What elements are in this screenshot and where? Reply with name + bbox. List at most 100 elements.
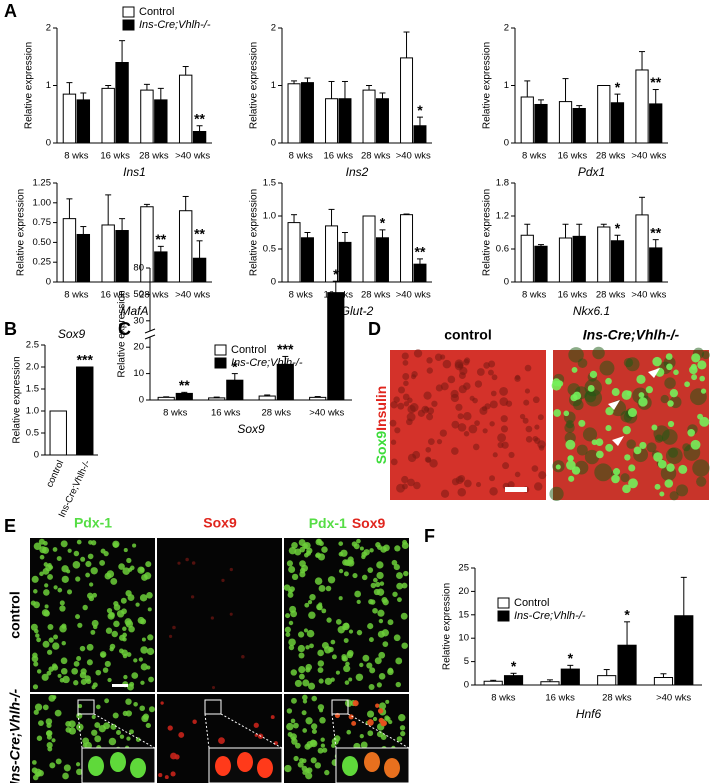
column-header: control <box>444 327 491 343</box>
arrowhead <box>612 436 624 446</box>
stain: Sox9 <box>373 431 389 465</box>
cell <box>377 630 385 638</box>
significance-mark: * <box>417 102 423 118</box>
cell <box>61 575 69 583</box>
x-tick-label: >40 wks <box>656 693 691 704</box>
cell <box>381 596 388 604</box>
cell <box>178 732 185 738</box>
cell <box>139 594 148 602</box>
inset-cell <box>364 752 380 772</box>
cell <box>636 374 646 384</box>
cell <box>146 647 155 656</box>
cell <box>667 420 675 428</box>
cell <box>573 399 584 411</box>
cell <box>46 730 53 737</box>
cell <box>109 643 116 650</box>
x-tick-label: 8 wks <box>522 151 547 162</box>
cell <box>100 652 106 658</box>
cell <box>501 441 509 449</box>
cell <box>403 570 409 577</box>
inset-cell <box>215 756 231 776</box>
cell <box>304 602 310 608</box>
cell <box>125 590 132 597</box>
cell <box>71 667 78 675</box>
cell <box>305 772 313 780</box>
cell <box>356 599 361 605</box>
cell <box>294 742 301 749</box>
cell <box>317 667 324 673</box>
cell <box>125 698 132 705</box>
cell <box>325 585 332 592</box>
cell <box>388 719 393 725</box>
cell <box>87 553 94 560</box>
bar <box>558 237 573 283</box>
x-axis-label: Nkx6.1 <box>573 304 610 318</box>
cell <box>395 657 403 665</box>
bar <box>572 235 586 283</box>
cell <box>92 592 98 598</box>
cell <box>86 659 93 666</box>
cell <box>324 677 332 685</box>
cell <box>426 357 433 364</box>
bar <box>413 263 427 283</box>
cell <box>337 626 345 634</box>
cell <box>400 612 408 620</box>
significance-mark: ** <box>650 224 661 240</box>
cell <box>401 475 409 484</box>
significance-mark: * <box>624 607 630 623</box>
cell <box>646 442 657 453</box>
cell <box>684 381 690 388</box>
cell <box>376 682 382 688</box>
legend-swatch <box>214 357 227 369</box>
cell <box>476 368 485 376</box>
cell <box>61 623 67 629</box>
cell <box>89 582 94 587</box>
cell <box>318 585 326 592</box>
cell <box>555 464 561 470</box>
cell <box>366 710 375 718</box>
cell <box>398 386 406 394</box>
cell <box>35 633 40 638</box>
x-tick-label: >40 wks <box>396 290 431 301</box>
cell <box>657 459 667 469</box>
cell <box>344 680 350 685</box>
cell <box>537 414 544 421</box>
cell <box>413 481 421 490</box>
cell <box>110 577 118 585</box>
cell <box>699 375 706 382</box>
cell <box>315 552 321 558</box>
bar <box>617 644 637 686</box>
y-tick-label: 1.8 <box>496 178 509 189</box>
cell <box>31 655 39 663</box>
x-tick-label: 8 wks <box>64 151 89 162</box>
cell <box>660 394 669 404</box>
cell <box>426 367 433 374</box>
y-tick-label: 1.2 <box>496 211 509 222</box>
cell <box>475 482 482 488</box>
cell <box>611 474 620 484</box>
cell <box>457 413 464 420</box>
significance-mark: * <box>380 215 386 231</box>
x-tick-label: 28 wks <box>361 290 391 301</box>
cell <box>308 611 316 619</box>
cell <box>317 747 324 754</box>
cell <box>664 377 676 389</box>
cell <box>627 408 637 418</box>
cell <box>311 695 318 702</box>
cell <box>306 767 313 774</box>
cell <box>385 699 390 704</box>
cell <box>639 441 647 449</box>
cell <box>113 601 119 607</box>
bar <box>49 410 67 456</box>
cell <box>352 700 359 707</box>
cell <box>611 388 620 396</box>
cell <box>626 390 632 396</box>
cell <box>177 561 181 565</box>
cell <box>221 578 225 583</box>
cell <box>393 563 400 571</box>
cell <box>396 736 403 742</box>
cell <box>59 600 65 606</box>
cell <box>67 548 72 553</box>
cell <box>519 413 526 420</box>
cell <box>696 476 707 487</box>
